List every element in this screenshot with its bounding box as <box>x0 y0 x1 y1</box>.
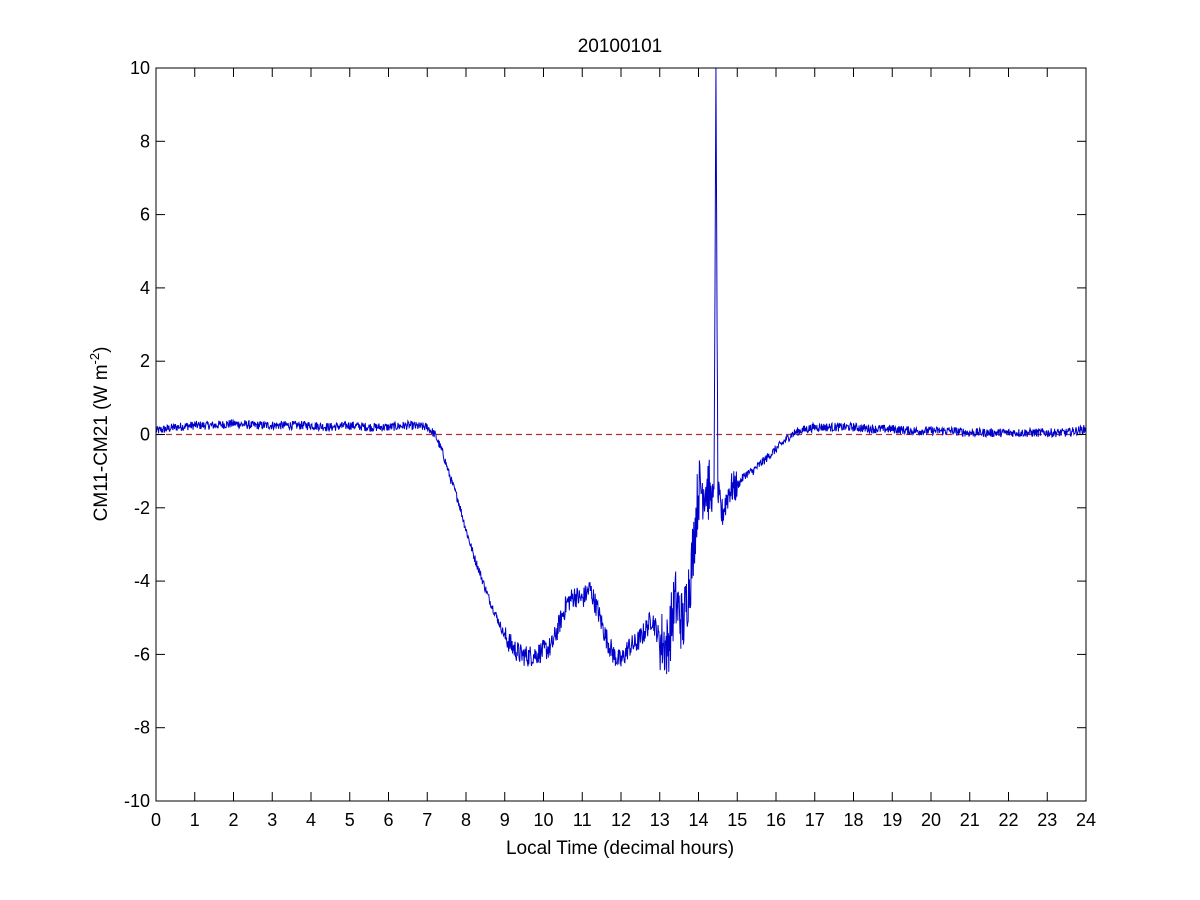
y-axis-label-superscript: -2 <box>87 353 102 365</box>
y-tick-label: 8 <box>140 131 150 151</box>
x-tick-label: 8 <box>461 810 471 830</box>
y-axis-label-main: CM11-CM21 (W m <box>91 364 112 521</box>
x-tick-label: 20 <box>921 810 941 830</box>
x-tick-label: 15 <box>727 810 747 830</box>
y-tick-label: 6 <box>140 205 150 225</box>
x-tick-label: 14 <box>688 810 708 830</box>
y-tick-label: 2 <box>140 351 150 371</box>
x-tick-label: 18 <box>843 810 863 830</box>
x-tick-label: 6 <box>383 810 393 830</box>
x-tick-label: 13 <box>650 810 670 830</box>
x-tick-label: 5 <box>345 810 355 830</box>
y-tick-label: 0 <box>140 425 150 445</box>
y-tick-label: 10 <box>130 58 150 78</box>
x-tick-label: 19 <box>882 810 902 830</box>
x-tick-group: 0 1 2 3 4 5 6 7 8 9 10 11 12 13 14 15 16 17 18 19 20 21 22 23 24 <box>151 68 1096 830</box>
y-tick-label: -2 <box>134 498 150 518</box>
y-axis-label-close: ) <box>91 347 112 353</box>
x-tick-label: 21 <box>960 810 980 830</box>
plot-frame <box>155 67 1087 802</box>
x-tick-label: 22 <box>998 810 1018 830</box>
x-tick-label: 24 <box>1076 810 1096 830</box>
x-tick-label: 11 <box>573 810 592 830</box>
x-tick-label: 17 <box>805 810 825 830</box>
y-tick-label: -6 <box>134 644 150 664</box>
y-tick-group: -10 -8 -6 -4 -2 0 2 4 6 8 10 <box>124 58 1086 811</box>
x-tick-label: 23 <box>1037 810 1057 830</box>
y-tick-label: -10 <box>124 791 150 811</box>
y-tick-label: -8 <box>134 718 150 738</box>
x-tick-label: 2 <box>228 810 238 830</box>
x-tick-label: 10 <box>533 810 553 830</box>
x-tick-label: 1 <box>190 810 200 830</box>
y-tick-label: -4 <box>134 571 150 591</box>
data-series-group <box>155 67 1087 675</box>
series-line-0 <box>155 67 1087 675</box>
chart-title: 20100101 <box>578 36 663 57</box>
y-axis-label: CM11-CM21 (W m-2) <box>87 347 112 522</box>
x-tick-label: 7 <box>422 810 432 830</box>
x-tick-label: 0 <box>151 810 161 830</box>
x-tick-label: 4 <box>306 810 316 830</box>
x-tick-label: 3 <box>267 810 277 830</box>
x-tick-label: 12 <box>611 810 631 830</box>
x-tick-label: 9 <box>500 810 510 830</box>
y-tick-label: 4 <box>140 278 150 298</box>
x-axis-label: Local Time (decimal hours) <box>506 838 734 859</box>
x-tick-label: 16 <box>766 810 786 830</box>
